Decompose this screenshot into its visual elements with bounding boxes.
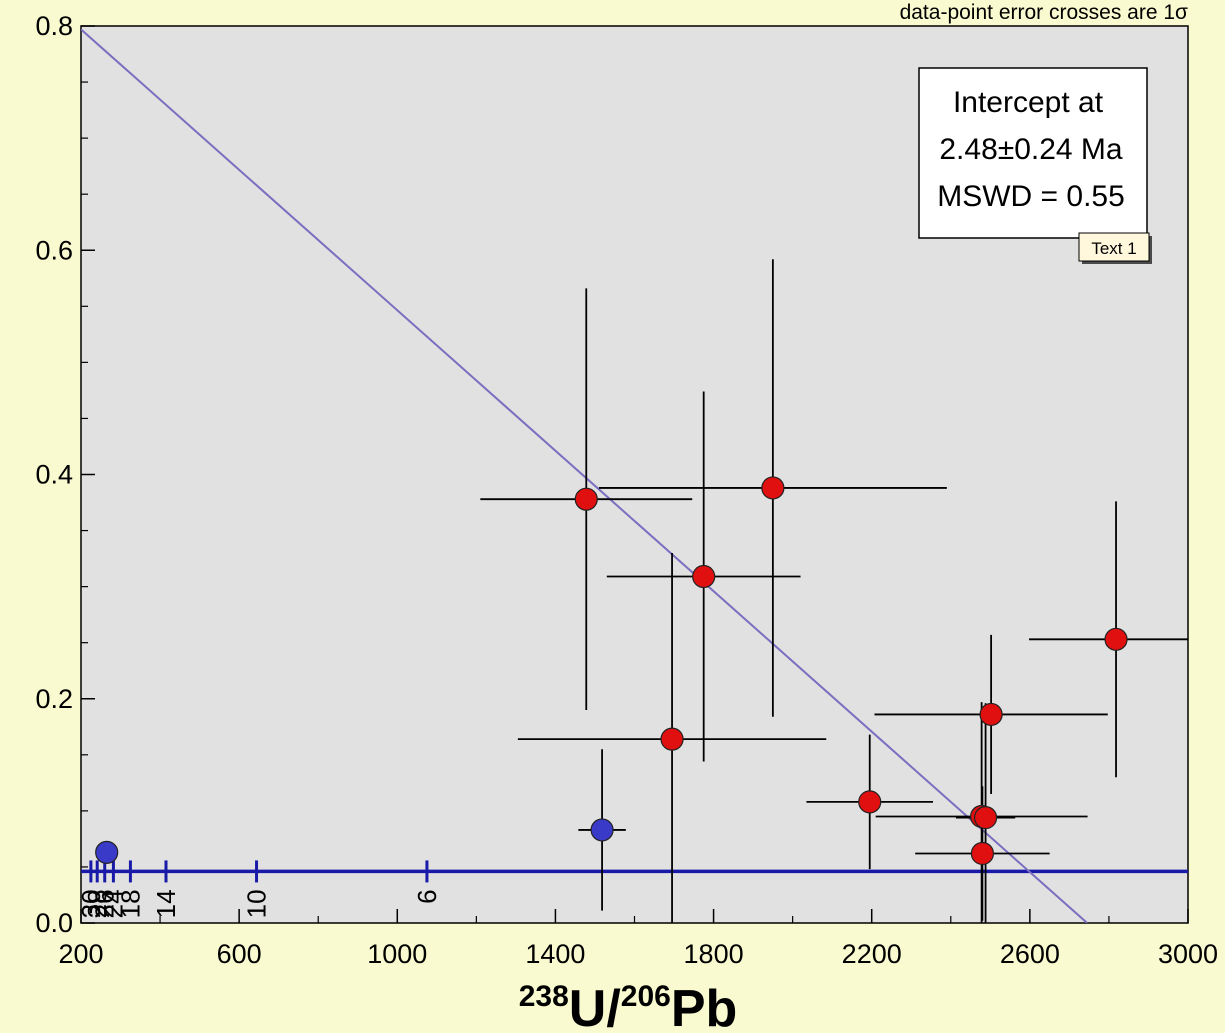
y-tick-label: 0.8 <box>35 11 73 41</box>
data-points <box>95 476 1128 866</box>
x-axis-label: 238U/206Pb <box>519 980 738 1033</box>
x-tick-label: 200 <box>58 939 103 969</box>
age-label: 26 <box>90 889 120 918</box>
included-point <box>761 476 785 500</box>
included-point <box>970 841 995 866</box>
included-point <box>574 487 598 511</box>
x-label-sup-206: 206 <box>621 980 671 1013</box>
y-tick-label: 0.0 <box>35 908 73 938</box>
x-axis: 200 600 1000 1400 1800 2200 2600 3000 <box>58 909 1218 969</box>
age-label: 10 <box>242 889 272 918</box>
x-tick-label: 2600 <box>1000 939 1060 969</box>
x-tick-label: 600 <box>217 939 262 969</box>
excluded-point <box>590 818 614 842</box>
x-tick-label: 1800 <box>684 939 744 969</box>
x-tick-label: 3000 <box>1158 939 1218 969</box>
x-label-sup-238: 238 <box>519 980 569 1013</box>
y-tick-label: 0.2 <box>35 684 73 714</box>
text-tag[interactable]: Text 1 <box>1078 232 1152 264</box>
included-point <box>973 806 998 830</box>
age-label: 30 <box>76 889 106 918</box>
intercept-line-1: Intercept at <box>953 86 1104 119</box>
included-point <box>660 727 684 751</box>
text-tag-label: Text 1 <box>1091 239 1136 258</box>
age-label: 24 <box>98 889 128 918</box>
age-label: 28 <box>82 889 112 918</box>
included-point <box>979 702 1003 727</box>
excluded-point <box>95 840 119 864</box>
x-label-u: U/ <box>569 980 621 1033</box>
x-tick-label: 1000 <box>367 939 427 969</box>
x-tick-label: 1400 <box>525 939 585 969</box>
age-label: 14 <box>151 889 181 918</box>
age-label: 6 <box>412 889 442 903</box>
error-note: data-point error crosses are 1σ <box>900 1 1188 24</box>
x-label-pb: Pb <box>671 980 737 1033</box>
y-axis: 0.0 0.2 0.4 0.6 0.8 <box>35 11 95 938</box>
intercept-line-2: 2.48±0.24 Ma <box>939 133 1123 166</box>
y-tick-label: 0.6 <box>35 235 73 265</box>
included-point <box>692 564 716 589</box>
intercept-box: Intercept at 2.48±0.24 Ma MSWD = 0.55 <box>918 67 1148 239</box>
intercept-line-3: MSWD = 0.55 <box>937 180 1125 213</box>
included-point <box>858 790 882 814</box>
x-tick-label: 2200 <box>842 939 902 969</box>
y-tick-label: 0.4 <box>35 460 73 490</box>
included-point <box>1104 627 1128 651</box>
regression-line <box>81 28 1088 923</box>
age-label: 18 <box>115 889 145 918</box>
regression-line-group <box>81 28 1088 923</box>
